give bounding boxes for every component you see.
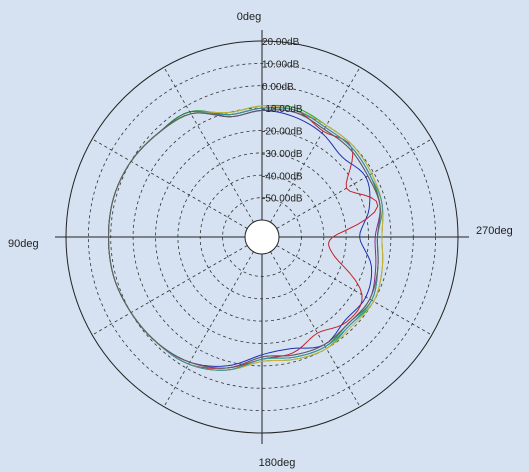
ring-label: 20.00dB — [262, 37, 300, 48]
angle-label-left: 90deg — [8, 238, 39, 250]
center-hole — [244, 219, 280, 255]
angle-label-top: 0deg — [237, 11, 261, 23]
angle-label-bottom: 180deg — [259, 457, 296, 469]
series-line — [108, 109, 381, 369]
series-line — [108, 106, 379, 369]
ring-label: -10.00dB — [262, 104, 303, 115]
angle-label-right: 270deg — [476, 225, 513, 237]
ring-label: -40.00dB — [262, 171, 303, 182]
polar-grid — [55, 30, 469, 444]
series-line — [108, 109, 381, 369]
ring-label: -30.00dB — [262, 149, 303, 160]
ring-label: -50.00dB — [262, 194, 303, 205]
series-layer — [108, 104, 384, 371]
angle-labels: 0deg 90deg 270deg 180deg — [8, 11, 513, 469]
series-line — [108, 107, 381, 371]
ring-labels: 20.00dB 10.00dB 0.00dB -10.00dB -20.00dB -30.… — [262, 37, 303, 205]
ring-label: 10.00dB — [262, 59, 300, 70]
ring-label: -20.00dB — [262, 127, 303, 138]
ring-label: 0.00dB — [262, 82, 294, 93]
